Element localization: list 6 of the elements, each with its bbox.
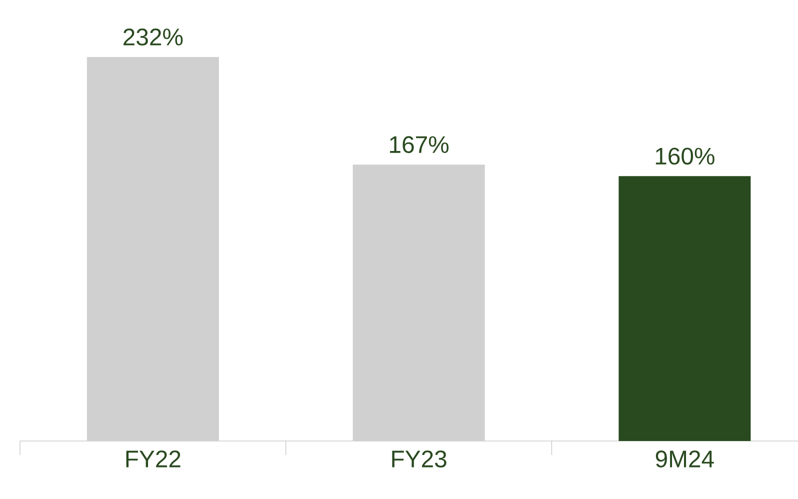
data-label: 167% (390, 136, 449, 154)
x-tick-label: FY23 (392, 450, 446, 468)
data-label: 160% (656, 148, 714, 165)
data-label: 232% (124, 28, 183, 46)
x-tick-label: 9M24 (656, 450, 714, 468)
x-tick-label: FY22 (126, 450, 180, 468)
